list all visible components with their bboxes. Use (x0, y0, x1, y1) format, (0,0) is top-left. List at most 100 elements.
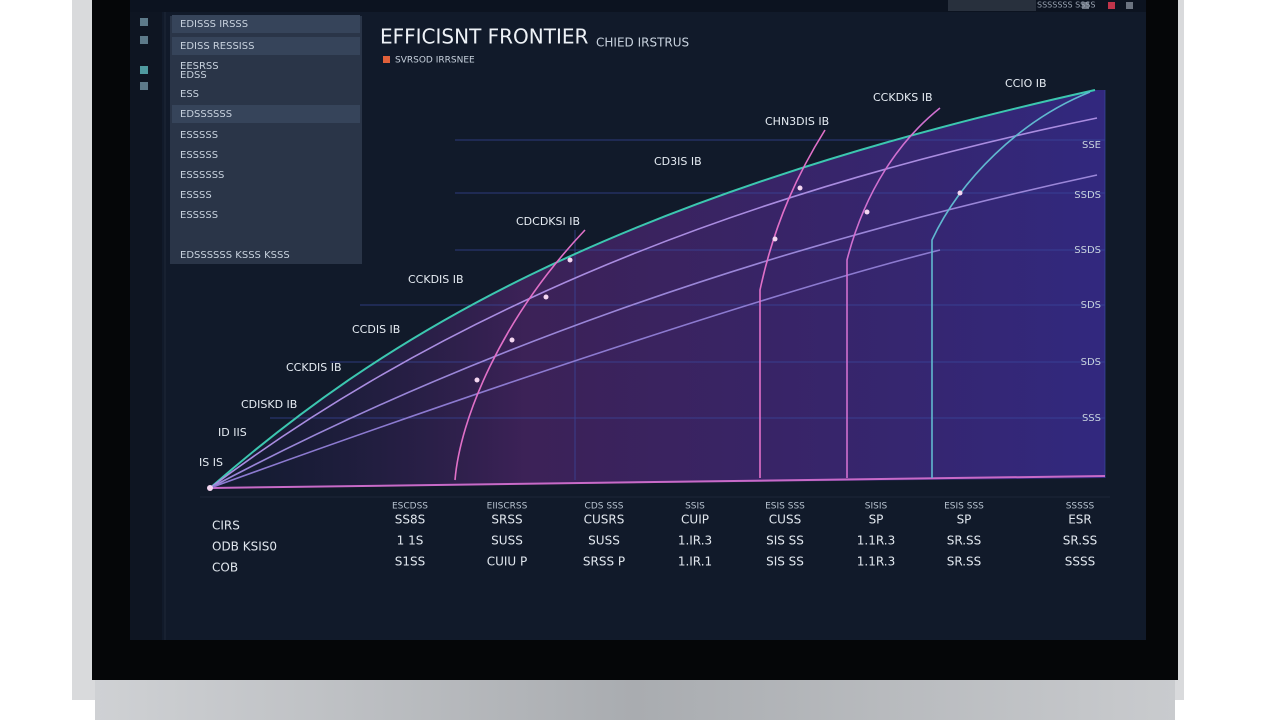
table-cell: SRSS (491, 513, 522, 527)
icon[interactable] (140, 18, 148, 26)
dynamic: CCIO IB CCKDKS IB CHN3DIS IB CD3IS IB CDCDKS… (199, 77, 1101, 575)
table-header: EIISCRSS (487, 502, 528, 512)
icon[interactable] (140, 82, 148, 90)
right-label: SDS (1081, 357, 1101, 368)
icon[interactable] (140, 66, 148, 74)
menu-item[interactable]: ESSSS (180, 190, 212, 201)
curve (759, 129, 826, 478)
table-cell: SUSS (491, 534, 523, 548)
point (864, 209, 870, 215)
top-bar (130, 0, 1146, 12)
curve-label: CCDIS IB (352, 323, 400, 336)
right-label: SSDS (1074, 190, 1101, 201)
curve-label: CCKDIS IB (408, 273, 464, 286)
table-cell: ESR (1068, 513, 1092, 527)
menu-item[interactable]: ESSSSS (180, 210, 218, 221)
subtitle: CHIED IRSTRUS (596, 36, 689, 50)
curve (209, 117, 1098, 489)
table-cell: SIS SS (766, 555, 804, 569)
table-header: CDS SSS (585, 502, 624, 512)
table-cell: SP (869, 513, 884, 527)
table-header: ESCDSS (392, 502, 428, 512)
table-cell: 1.1R.3 (857, 555, 895, 569)
curve-label: ID IIS (218, 426, 247, 439)
point (567, 257, 573, 263)
menu-item[interactable]: ESSSSSS (180, 170, 224, 181)
row-label: CIRS (212, 519, 240, 533)
x-axis (209, 475, 1106, 489)
curve (931, 91, 1091, 478)
table-cell: SR.SS (947, 534, 982, 548)
point (207, 485, 213, 491)
table-header: ESIS SSS (765, 502, 805, 512)
icon-rail (130, 12, 162, 640)
icon[interactable] (140, 36, 148, 44)
table-cell: SRSS P (583, 555, 625, 569)
point (543, 294, 549, 300)
icon[interactable] (1082, 2, 1089, 9)
chin (95, 680, 1175, 720)
curve-label: CCIO IB (1005, 77, 1047, 90)
right-label: SSE (1082, 140, 1101, 151)
table-cell: SIS SS (766, 534, 804, 548)
menu-item[interactable]: ESS (180, 89, 199, 100)
legend-swatch (383, 56, 390, 63)
right-label: SSS (1082, 413, 1101, 424)
table-cell: SSSS (1065, 555, 1095, 569)
table-cell: SR.SS (1063, 534, 1098, 548)
legend-label: SVRSOD IRRSNEE (395, 56, 475, 66)
row-label: COB (212, 561, 238, 575)
menu-item[interactable]: ESSSSS (180, 150, 218, 161)
table-cell: CUSRS (584, 513, 625, 527)
curves (209, 89, 1098, 489)
search-text: SSSSSSS SSSS (1037, 1, 1095, 10)
table-cell: 1.IR.3 (678, 534, 712, 548)
menu-item[interactable]: EDISS RESSISS (180, 41, 254, 52)
table-header: SSIS (685, 502, 705, 512)
table-cell: 1.1R.3 (857, 534, 895, 548)
point (957, 190, 963, 196)
table-cell: SUSS (588, 534, 620, 548)
point (474, 377, 480, 383)
point (772, 236, 778, 242)
menu-item[interactable]: ESSSSS (180, 130, 218, 141)
table-header: SISIS (865, 502, 888, 512)
curve-label: CCKDKS IB (873, 91, 933, 104)
curve (209, 249, 941, 489)
point (797, 185, 803, 191)
right-label: SDS (1081, 300, 1101, 311)
menu-panel (170, 16, 362, 264)
row-label: ODB KSIS0 (212, 540, 277, 554)
menu-item[interactable]: EESRSS (180, 61, 219, 72)
menu-item[interactable]: EDSS (180, 70, 207, 81)
menu-item[interactable]: EDSSSSSS (180, 109, 232, 120)
frontier-area (210, 90, 1105, 488)
menu-highlight (172, 37, 360, 55)
table-cell: SR.SS (947, 555, 982, 569)
menu-highlight (172, 105, 360, 123)
table-cell: SP (957, 513, 972, 527)
points (207, 185, 963, 491)
menu-item[interactable]: EDSSSSSS KSSS KSSS (180, 250, 290, 261)
table-cell: 1 1S (397, 534, 424, 548)
icon[interactable] (1108, 2, 1115, 9)
search-box[interactable] (948, 0, 1036, 11)
table-header: SSSSS (1066, 502, 1095, 512)
table-cell: CUIU P (487, 555, 528, 569)
table-cell: CUSS (769, 513, 801, 527)
menu-item[interactable]: EDISSS IRSSS (180, 19, 248, 30)
curve (454, 229, 586, 481)
menu-highlight (172, 15, 360, 33)
right-label: SSDS (1074, 245, 1101, 256)
table-cell: S1SS (395, 555, 426, 569)
frontier-curve (209, 89, 1096, 489)
point (509, 337, 515, 343)
table-cell: CUIP (681, 513, 709, 527)
icon[interactable] (1126, 2, 1133, 9)
curve-label: IS IS (199, 456, 223, 469)
title: EFFICISNT FRONTIER (380, 25, 588, 49)
table-cell: SS8S (395, 513, 426, 527)
